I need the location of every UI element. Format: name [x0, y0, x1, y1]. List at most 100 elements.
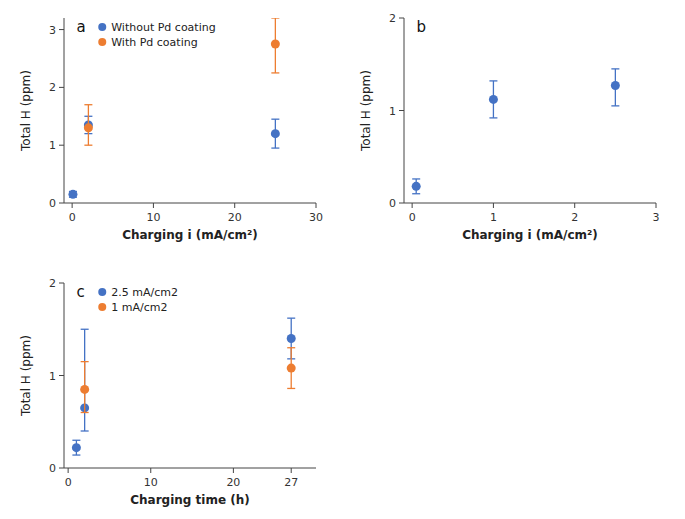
point — [271, 40, 280, 49]
error-cap — [287, 317, 295, 318]
x-tick-label: 0 — [65, 476, 72, 489]
point — [271, 129, 280, 138]
error-cap — [72, 454, 80, 455]
plot-area — [72, 318, 296, 455]
error-bar — [287, 348, 295, 389]
x-tick-label: 10 — [144, 476, 158, 489]
panel-label: c — [77, 283, 85, 301]
error-cap — [489, 117, 497, 118]
point — [72, 443, 81, 452]
legend-label: With Pd coating — [111, 36, 197, 49]
panel-label: b — [417, 18, 427, 36]
point — [287, 364, 296, 373]
error-bar — [81, 362, 89, 413]
legend-marker — [98, 38, 106, 46]
error-cap — [271, 18, 279, 19]
y-tick — [59, 145, 64, 146]
point — [412, 182, 421, 191]
x-tick — [68, 468, 69, 473]
x-axis-line — [64, 203, 316, 204]
error-cap — [489, 80, 497, 81]
error-bar — [611, 69, 619, 106]
plot-area — [412, 69, 620, 194]
point — [84, 123, 93, 132]
error-bar — [412, 179, 420, 194]
y-tick-label: 2 — [389, 12, 396, 25]
y-tick — [399, 18, 404, 19]
y-tick — [59, 87, 64, 88]
x-tick — [153, 203, 154, 208]
x-tick — [574, 203, 575, 208]
x-tick-label: 1 — [490, 211, 497, 224]
x-tick — [291, 468, 292, 473]
y-tick-label: 3 — [49, 24, 56, 37]
error-cap — [611, 105, 619, 106]
legend: 2.5 mA/cm2 1 mA/cm2 — [98, 286, 178, 314]
y-tick-label: 1 — [49, 370, 56, 383]
legend-label: 2.5 mA/cm2 — [111, 286, 178, 299]
x-tick — [493, 203, 494, 208]
point — [80, 385, 89, 394]
y-tick — [59, 375, 64, 376]
error-cap — [81, 329, 89, 330]
x-tick — [234, 203, 235, 208]
point — [611, 81, 620, 90]
legend-label: Without Pd coating — [111, 21, 215, 34]
legend-label: 1 mA/cm2 — [111, 301, 167, 314]
error-cap — [271, 147, 279, 148]
y-axis-line — [64, 18, 65, 203]
error-cap — [81, 412, 89, 413]
x-tick-label: 3 — [653, 211, 660, 224]
y-tick-label: 2 — [49, 277, 56, 290]
y-tick-label: 1 — [389, 105, 396, 118]
point — [287, 334, 296, 343]
y-tick-label: 0 — [389, 197, 396, 210]
error-cap — [81, 361, 89, 362]
error-bar — [271, 18, 279, 73]
error-cap — [84, 104, 92, 105]
legend-marker — [98, 23, 106, 31]
x-tick — [72, 203, 73, 208]
point — [489, 95, 498, 104]
y-tick — [59, 283, 64, 284]
panel: 01020300123Charging i (mA/cm²)Total H (p… — [19, 18, 323, 242]
y-tick-label: 2 — [49, 81, 56, 94]
legend-marker — [98, 303, 106, 311]
error-bar — [271, 119, 279, 148]
error-bar — [81, 329, 89, 431]
error-cap — [84, 145, 92, 146]
x-tick-label: 10 — [146, 211, 160, 224]
x-axis-label: Charging i (mA/cm²) — [462, 228, 598, 242]
error-cap — [271, 72, 279, 73]
x-tick — [233, 468, 234, 473]
y-tick — [59, 468, 64, 469]
x-tick — [412, 203, 413, 208]
x-axis-line — [64, 468, 316, 469]
plot-area — [68, 18, 279, 199]
error-line — [84, 329, 85, 431]
error-bar — [84, 105, 92, 145]
y-tick — [399, 110, 404, 111]
x-axis-label: Charging time (h) — [130, 493, 250, 507]
y-axis-label: Total H (ppm) — [19, 70, 33, 152]
error-cap — [412, 178, 420, 179]
y-tick — [399, 203, 404, 204]
x-tick-label: 0 — [409, 211, 416, 224]
y-axis-label: Total H (ppm) — [359, 70, 373, 152]
x-axis-line — [404, 203, 656, 204]
x-tick-label: 0 — [69, 211, 76, 224]
error-cap — [287, 388, 295, 389]
y-tick — [59, 203, 64, 204]
x-tick — [656, 203, 657, 208]
x-tick-label: 20 — [226, 476, 240, 489]
error-cap — [271, 119, 279, 120]
error-cap — [72, 440, 80, 441]
x-tick-label: 20 — [228, 211, 242, 224]
error-cap — [611, 68, 619, 69]
legend: Without Pd coating With Pd coating — [98, 21, 215, 49]
y-tick-label: 0 — [49, 462, 56, 475]
panel-label: a — [77, 18, 86, 36]
panel: 0102027012Charging time (h)Total H (ppm)… — [19, 277, 316, 507]
error-cap — [81, 430, 89, 431]
error-cap — [287, 347, 295, 348]
